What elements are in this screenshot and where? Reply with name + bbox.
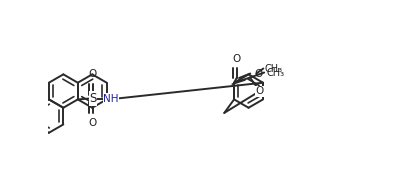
Text: NH: NH — [104, 94, 119, 104]
Text: O: O — [256, 86, 264, 96]
Text: O: O — [89, 118, 97, 128]
Text: O: O — [89, 69, 97, 79]
Text: S: S — [89, 92, 96, 105]
Text: O: O — [232, 54, 241, 64]
Text: CH₃: CH₃ — [265, 63, 283, 74]
Text: CH₃: CH₃ — [266, 67, 285, 78]
Text: O: O — [254, 69, 262, 79]
